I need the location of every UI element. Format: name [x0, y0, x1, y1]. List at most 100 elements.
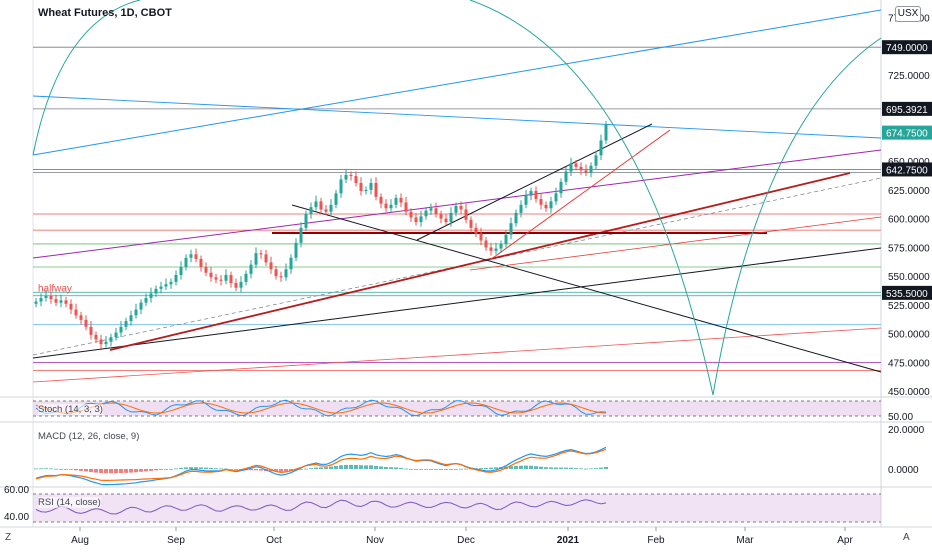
- candle-body: [409, 211, 413, 218]
- candle-body: [114, 332, 118, 338]
- candle-body: [459, 205, 463, 210]
- macd-histogram-bar: [154, 469, 158, 471]
- macd-histogram-bar: [39, 468, 43, 470]
- candle-body: [404, 202, 408, 212]
- macd-histogram-bar: [194, 467, 198, 469]
- rsi-line: [35, 499, 607, 515]
- candle-body: [149, 293, 153, 299]
- fib-arc: [469, 0, 714, 396]
- trend-line: [32, 9, 882, 156]
- price-label-box: [882, 162, 932, 177]
- candle-body: [474, 227, 478, 234]
- macd-histogram-bar: [129, 469, 133, 473]
- rsi-tick: 60.00: [4, 485, 29, 496]
- candle-body: [34, 301, 38, 304]
- macd-histogram-bar: [164, 469, 168, 470]
- y-tick-label: 500.0000: [888, 330, 930, 341]
- y-tick-label: 550.0000: [888, 272, 930, 283]
- macd-histogram-bar: [139, 469, 143, 472]
- macd-histogram-bar: [319, 467, 323, 469]
- macd-histogram-bar: [174, 468, 178, 470]
- candle-body: [199, 258, 203, 267]
- candle-body: [399, 197, 403, 203]
- candle-body: [184, 257, 188, 267]
- macd-histogram-bar: [594, 468, 598, 469]
- candle-body: [164, 284, 168, 287]
- price-label: 642.7500: [886, 165, 928, 176]
- macd-histogram-bar: [299, 469, 303, 470]
- candle-body: [134, 309, 138, 316]
- candle-body: [274, 269, 278, 277]
- candle-body: [449, 212, 453, 223]
- macd-histogram-bar: [374, 465, 378, 469]
- macd-histogram-bar: [579, 468, 583, 470]
- macd-histogram-bar: [99, 469, 103, 473]
- macd-histogram-bar: [94, 469, 98, 473]
- stoch-tick: 50.00: [888, 412, 913, 423]
- currency-button[interactable]: USX: [895, 6, 921, 22]
- macd-histogram-bar: [444, 469, 448, 470]
- macd-histogram-bar: [69, 469, 73, 470]
- candle-body: [74, 309, 78, 316]
- macd-histogram-bar: [59, 468, 63, 470]
- macd-histogram-bar: [574, 468, 578, 469]
- y-tick-label: 475.0000: [888, 358, 930, 369]
- macd-histogram-bar: [534, 466, 538, 469]
- macd-histogram-bar: [589, 468, 593, 470]
- y-tick-label: 725.0000: [888, 71, 930, 82]
- candle-body: [269, 262, 273, 270]
- candle-body: [259, 253, 263, 255]
- zoom-button[interactable]: Z: [5, 532, 12, 543]
- candle-body: [364, 189, 368, 192]
- macd-histogram-bar: [54, 468, 58, 470]
- stoch-label: Stoch (14, 3, 3): [38, 404, 103, 415]
- chart-title: Wheat Futures, 1D, CBOT: [38, 7, 172, 19]
- candle-body: [434, 208, 438, 215]
- macd-histogram-bar: [309, 468, 313, 469]
- annotation-label: halfway: [38, 284, 72, 295]
- price-label-box: [882, 125, 932, 140]
- candle-body: [99, 339, 103, 345]
- auto-scale-button[interactable]: A: [903, 532, 910, 543]
- macd-histogram-bar: [279, 469, 283, 472]
- macd-histogram-bar: [394, 467, 398, 469]
- macd-histogram-bar: [539, 466, 543, 469]
- macd-histogram-bar: [344, 464, 348, 469]
- rsi-tick: 40.00: [4, 512, 29, 523]
- candle-body: [579, 166, 583, 171]
- candle-body: [69, 303, 73, 310]
- candle-body: [374, 182, 378, 197]
- macd-histogram-bar: [529, 465, 533, 469]
- macd-label: MACD (12, 26, close, 9): [38, 431, 140, 442]
- candle-body: [279, 276, 283, 278]
- macd-histogram-bar: [424, 469, 428, 470]
- candle-body: [299, 227, 303, 243]
- candle-body: [464, 209, 468, 220]
- trend-line: [32, 247, 882, 359]
- trend-line: [109, 172, 851, 351]
- macd-histogram-bar: [459, 468, 463, 470]
- candle-body: [129, 315, 133, 322]
- macd-histogram-bar: [354, 465, 358, 469]
- macd-histogram-bar: [134, 469, 138, 473]
- candle-body: [244, 273, 248, 282]
- macd-histogram-bar: [559, 467, 563, 469]
- macd-histogram-bar: [304, 468, 308, 470]
- macd-histogram-bar: [379, 466, 383, 469]
- candle-body: [379, 196, 383, 204]
- macd-histogram-bar: [254, 469, 258, 471]
- x-tick-label: Oct: [266, 535, 282, 546]
- macd-histogram-bar: [554, 467, 558, 469]
- macd-line: [35, 446, 607, 486]
- macd-histogram-bar: [64, 469, 68, 470]
- macd-histogram-bar: [544, 467, 548, 469]
- macd-histogram-bar: [219, 468, 223, 470]
- candle-body: [394, 197, 398, 205]
- macd-histogram-bar: [584, 468, 588, 470]
- candle-body: [154, 288, 158, 294]
- candle-body: [254, 253, 258, 265]
- candle-body: [324, 209, 328, 212]
- candle-body: [539, 199, 543, 205]
- x-tick-label: 2021: [557, 535, 580, 546]
